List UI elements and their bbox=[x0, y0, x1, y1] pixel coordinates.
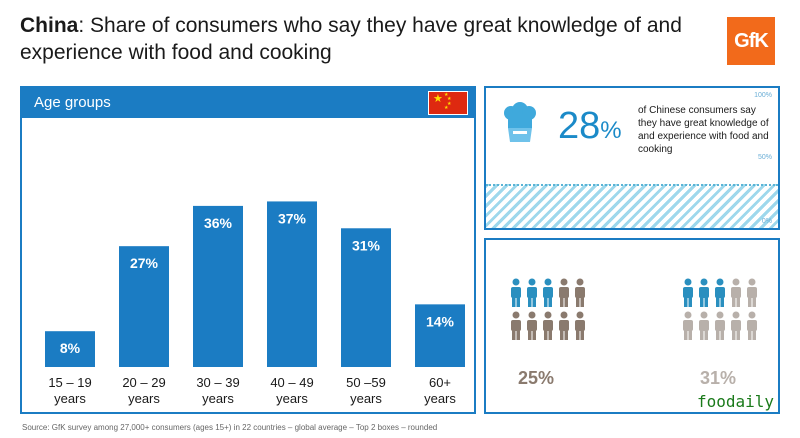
tick-0: 0% bbox=[761, 218, 772, 225]
person-icon bbox=[699, 278, 709, 307]
tick-100: 100% bbox=[754, 92, 772, 99]
person-icon bbox=[683, 278, 693, 307]
summary-panel: 28% of Chinese consumers say they have g… bbox=[484, 86, 780, 230]
comparison-panel: 25% 31% bbox=[484, 238, 780, 414]
person-icon bbox=[511, 278, 521, 307]
title-country: China bbox=[20, 14, 79, 37]
summary-description: of Chinese consumers say they have great… bbox=[638, 105, 769, 155]
age-groups-panel: Age groups ★ ★ ★ ★ ★ 8% 15 – 19 years 27% 20… bbox=[20, 86, 476, 414]
bar-30-39-years bbox=[193, 205, 243, 367]
bar-20-29-years bbox=[119, 246, 169, 367]
bar-50-59-years bbox=[341, 228, 391, 367]
chef-hat-icon bbox=[504, 102, 536, 142]
category-label-50-59-years: 50 –59 years bbox=[346, 375, 386, 406]
data-label-40-49-years: 37% bbox=[278, 210, 307, 226]
people-group-china-icon bbox=[511, 278, 585, 340]
data-label-15-19-years: 8% bbox=[60, 340, 81, 356]
person-icon bbox=[715, 278, 725, 307]
panel-header: Age groups ★ ★ ★ ★ ★ bbox=[22, 88, 474, 118]
person-icon bbox=[511, 311, 521, 340]
person-icon bbox=[715, 311, 725, 340]
person-icon bbox=[575, 278, 585, 307]
category-label-30-39-years: 30 – 39 years bbox=[196, 375, 239, 406]
person-icon bbox=[747, 278, 757, 307]
tick-50: 50% bbox=[757, 154, 772, 161]
category-label-40-49-years: 40 – 49 years bbox=[270, 375, 313, 406]
data-label-30-39-years: 36% bbox=[204, 215, 233, 231]
person-icon bbox=[699, 311, 709, 340]
category-label-20-29-years: 20 – 29 years bbox=[122, 375, 165, 406]
person-icon bbox=[683, 311, 693, 340]
data-label-50-59-years: 31% bbox=[352, 237, 381, 253]
comparison-label-global: 31% bbox=[700, 368, 737, 388]
china-flag-icon: ★ ★ ★ ★ ★ bbox=[428, 91, 468, 115]
person-icon bbox=[731, 278, 741, 307]
panel-header-label: Age groups bbox=[34, 94, 111, 111]
data-label-60-years: 14% bbox=[426, 313, 455, 329]
fill-level-line bbox=[486, 184, 778, 186]
summary-percentage: 28% bbox=[558, 105, 622, 147]
person-icon bbox=[543, 278, 553, 307]
person-icon bbox=[559, 278, 569, 307]
fill-level-hatch bbox=[486, 184, 778, 228]
bar-40-49-years bbox=[267, 201, 317, 367]
page-title: China: Share of consumers who say they h… bbox=[20, 12, 700, 66]
comparison-label-china: 25% bbox=[518, 368, 555, 388]
people-group-global-icon bbox=[683, 278, 757, 340]
person-icon bbox=[747, 311, 757, 340]
source-note: Source: GfK survey among 27,000+ consume… bbox=[22, 423, 438, 432]
title-text: : Share of consumers who say they have g… bbox=[20, 14, 682, 64]
person-icon bbox=[543, 311, 553, 340]
person-icon bbox=[731, 311, 741, 340]
bar-15-19-years bbox=[45, 331, 95, 367]
person-icon bbox=[527, 278, 537, 307]
watermark: foodaily bbox=[697, 392, 775, 411]
category-label-15-19-years: 15 – 19 years bbox=[48, 375, 91, 406]
data-label-20-29-years: 27% bbox=[130, 255, 159, 271]
gfk-logo: GfK bbox=[727, 17, 775, 65]
category-label-60-years: 60+ years bbox=[424, 375, 456, 406]
bar-60-years bbox=[415, 304, 465, 367]
person-icon bbox=[575, 311, 585, 340]
age-bar-chart: 8% 15 – 19 years 27% 20 – 29 years 36% 30 – 39 y… bbox=[45, 201, 465, 406]
person-icon bbox=[527, 311, 537, 340]
person-icon bbox=[559, 311, 569, 340]
